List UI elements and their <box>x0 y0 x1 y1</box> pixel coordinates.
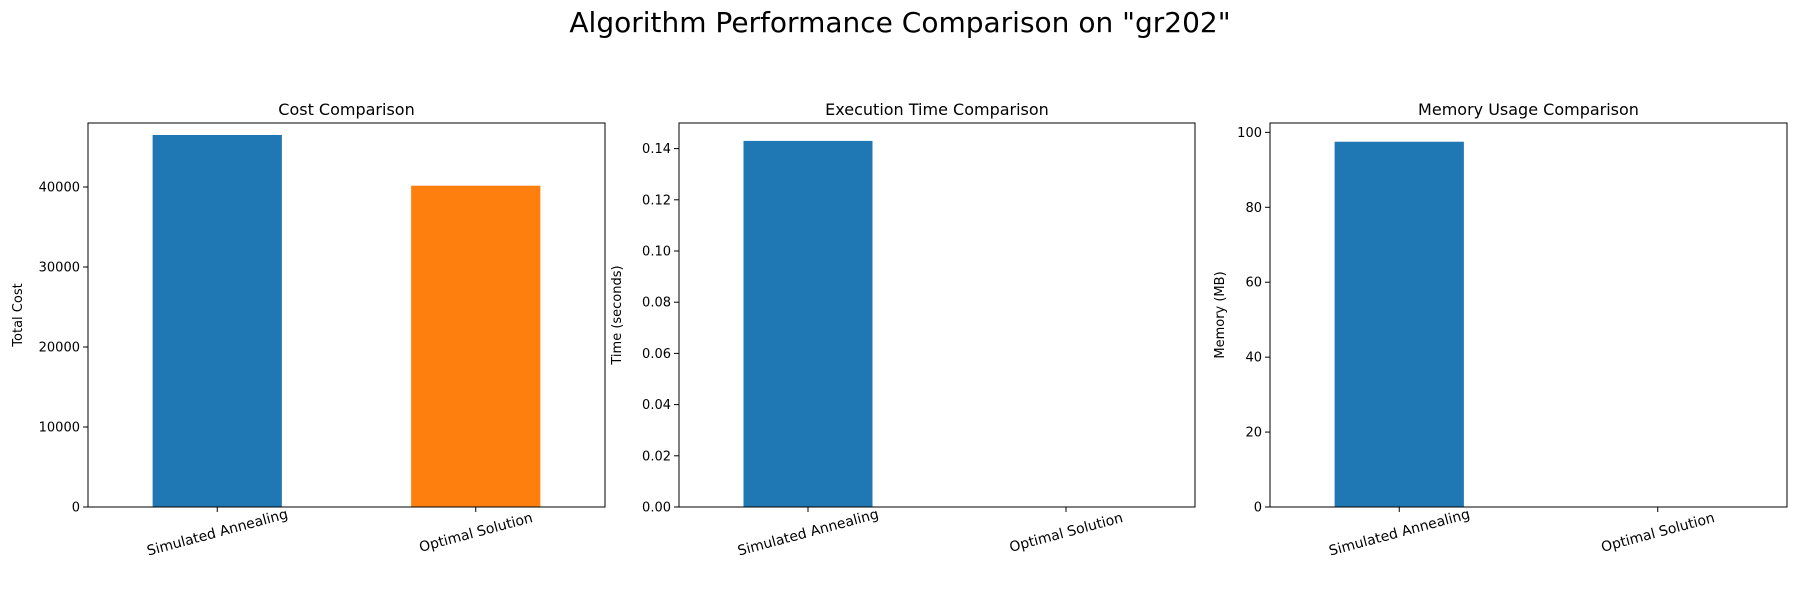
subplot-title: Cost Comparison <box>278 100 414 119</box>
bar-simulated-annealing <box>743 140 873 508</box>
y-tick-label: 0.10 <box>642 245 671 260</box>
memory-usage-comparison-panel: 0 20 40 60 80 100 Simulated Annealing Optimal S… <box>1213 100 1788 559</box>
x-tick-label: Simulated Annealing <box>1327 506 1471 559</box>
execution-time-comparison-panel: 0.00 0.02 0.04 0.06 0.08 0.10 0.12 0.14 Simulate… <box>610 100 1196 559</box>
y-tick-label: 0.06 <box>642 347 671 362</box>
y-tick-label: 40000 <box>39 181 80 196</box>
bar-optimal-solution <box>411 185 541 507</box>
y-tick-label: 20 <box>1245 426 1262 441</box>
y-tick-label: 0.14 <box>642 142 671 157</box>
x-tick-label: Simulated Annealing <box>145 506 289 559</box>
y-tick-label: 60 <box>1245 276 1262 291</box>
subplot-title: Execution Time Comparison <box>825 100 1049 119</box>
y-tick-label: 0.02 <box>642 449 671 464</box>
axes-frame <box>87 122 606 508</box>
bar-simulated-annealing <box>1334 141 1464 508</box>
x-tick-label: Optimal Solution <box>1599 510 1716 556</box>
y-tick-label: 40 <box>1245 351 1262 366</box>
y-tick-label: 0.12 <box>642 193 671 208</box>
x-tick-label: Simulated Annealing <box>736 506 880 559</box>
cost-comparison-panel: 0 10000 20000 30000 40000 Simulated Annealing… <box>11 100 606 559</box>
y-tick-label: 30000 <box>39 261 80 276</box>
y-tick-label: 0.00 <box>642 501 671 516</box>
y-tick-label: 0 <box>1254 501 1262 516</box>
y-tick-label: 10000 <box>39 421 80 436</box>
y-tick-label: 100 <box>1237 126 1262 141</box>
y-tick-label: 80 <box>1245 201 1262 216</box>
y-axis-label: Time (seconds) <box>610 265 625 365</box>
figure-title: Algorithm Performance Comparison on "gr2… <box>569 6 1231 39</box>
y-tick-label: 20000 <box>39 341 80 356</box>
y-axis-label: Memory (MB) <box>1213 271 1228 358</box>
x-tick-label: Optimal Solution <box>1008 510 1125 556</box>
y-tick-label: 0.08 <box>642 296 671 311</box>
axes-frame <box>1269 122 1788 508</box>
y-tick-label: 0.04 <box>642 398 671 413</box>
y-axis-label: Total Cost <box>11 283 26 347</box>
x-tick-label: Optimal Solution <box>417 510 534 556</box>
y-tick-label: 0 <box>72 501 80 516</box>
subplot-title: Memory Usage Comparison <box>1418 100 1639 119</box>
axes-frame <box>678 122 1196 508</box>
bar-simulated-annealing <box>152 135 282 507</box>
